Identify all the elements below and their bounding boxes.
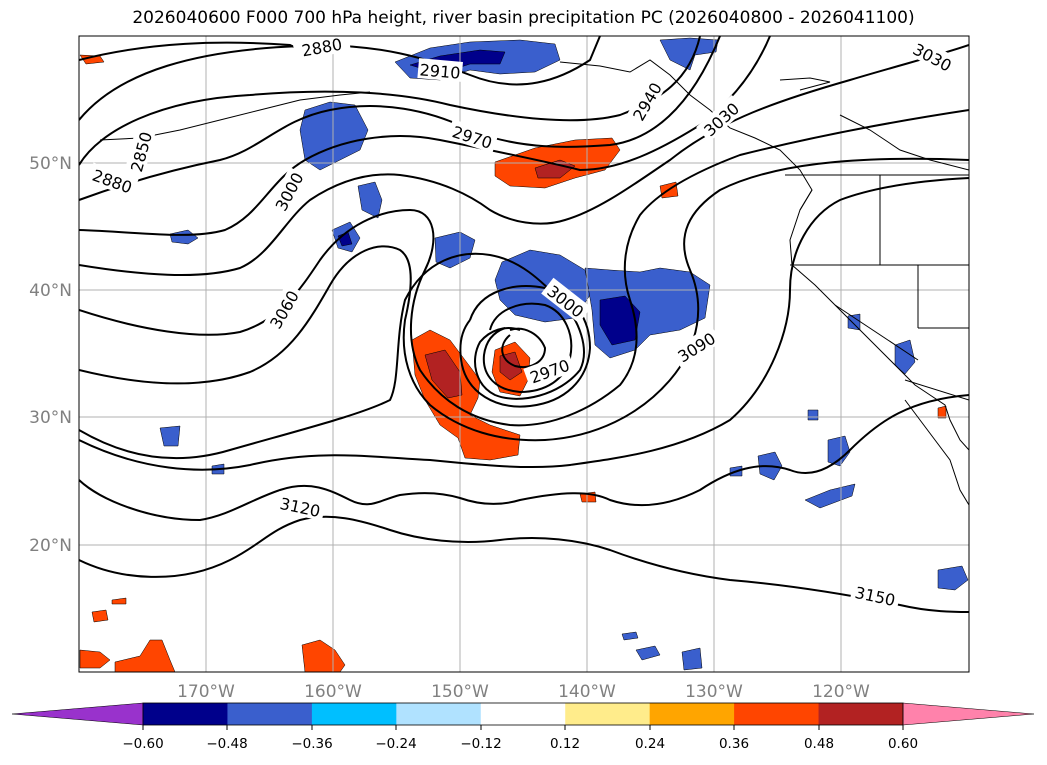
shade-red-center xyxy=(424,349,463,399)
colorbar-tick-label: 0.60 xyxy=(888,736,918,752)
shade-blue-pa3 xyxy=(804,483,856,509)
coastlines xyxy=(99,59,969,506)
colorbar-cells xyxy=(143,703,904,725)
precip-shading xyxy=(79,37,969,672)
shade-blue-ne xyxy=(659,37,719,71)
shade-red-north xyxy=(534,159,576,179)
colorbar-cell xyxy=(818,703,904,725)
shade-blue-small1 xyxy=(169,229,199,245)
shade-blue-pa6 xyxy=(635,645,661,661)
lon-tick-labels: 170°W 160°W 150°W 140°W 130°W 120°W xyxy=(177,682,870,702)
lon-tick: 150°W xyxy=(431,682,489,702)
svg-text:2910: 2910 xyxy=(419,60,461,82)
lat-tick-labels: 50°N 40°N 30°N 20°N xyxy=(29,154,72,556)
colorbar-cell xyxy=(649,703,735,725)
shade-blue-pa8 xyxy=(807,409,819,421)
colorbar-tick-label: −0.60 xyxy=(122,736,163,752)
shade-blue-dot1 xyxy=(357,181,383,219)
colorbar-tick-label: −0.12 xyxy=(460,736,501,752)
shade-blue-pa5 xyxy=(681,647,703,671)
shade-blue-pa4 xyxy=(937,565,969,591)
colorbar-tick-label: −0.24 xyxy=(375,736,416,752)
lon-tick: 130°W xyxy=(685,682,743,702)
colorbar-tick-label: 0.48 xyxy=(804,736,834,752)
colorbar-frame xyxy=(142,702,904,726)
colorbar-tick-label: −0.36 xyxy=(291,736,332,752)
lat-tick: 50°N xyxy=(29,154,72,174)
shade-orange-sw3 xyxy=(301,639,346,672)
colorbar-cell xyxy=(227,703,313,725)
colorbar-cell xyxy=(565,703,651,725)
shade-blue-pa7 xyxy=(621,631,639,641)
lon-tick: 160°W xyxy=(304,682,362,702)
chart-title: 2026040600 F000 700 hPa height, river ba… xyxy=(132,8,915,28)
lon-tick: 170°W xyxy=(177,682,235,702)
colorbar-cell xyxy=(143,703,228,725)
colorbar-tick-label: 0.12 xyxy=(550,736,580,752)
shade-orange-sw2 xyxy=(114,639,176,672)
map-panel: 2880 2850 2880 3000 2910 2970 2940 3030 … xyxy=(79,36,969,672)
colorbar-tick-label: 0.24 xyxy=(635,736,665,752)
lon-tick: 140°W xyxy=(558,682,616,702)
colorbar-tick-labels: −0.60 −0.48 −0.36 −0.24 −0.12 0.12 0.24 … xyxy=(122,736,918,752)
colorbar-tick-label: −0.48 xyxy=(206,736,247,752)
colorbar-ticks xyxy=(142,725,904,730)
shade-blue-pa1 xyxy=(827,435,851,467)
contour-label: 2910 xyxy=(417,58,463,83)
lat-tick: 30°N xyxy=(29,408,72,428)
colorbar-high-extend xyxy=(902,702,1035,726)
colorbar-cell xyxy=(311,703,397,725)
lat-tick: 40°N xyxy=(29,281,72,301)
lat-tick: 20°N xyxy=(29,536,72,556)
map-frame xyxy=(78,35,970,673)
shade-orange-small5 xyxy=(111,597,127,605)
shade-navy-east xyxy=(599,295,641,346)
colorbar-tick-label: 0.36 xyxy=(719,736,749,752)
shade-blue-sw1 xyxy=(159,425,181,447)
lon-tick: 120°W xyxy=(812,682,870,702)
colorbar-cell xyxy=(734,703,820,725)
shade-orange-sw1 xyxy=(79,649,111,669)
colorbar-cell xyxy=(396,703,482,725)
colorbar-low-extend xyxy=(11,702,144,726)
colorbar: −0.60 −0.48 −0.36 −0.24 −0.12 0.12 0.24 … xyxy=(11,702,1035,752)
colorbar-cell xyxy=(480,703,566,725)
shade-orange-sw4 xyxy=(91,609,109,623)
shade-orange-small4 xyxy=(937,405,947,419)
